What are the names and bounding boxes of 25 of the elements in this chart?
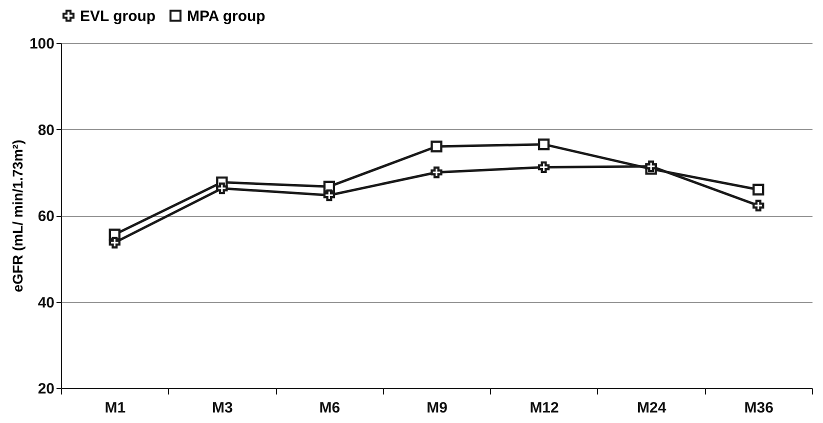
point: [538, 138, 550, 150]
point: [108, 236, 120, 249]
legend-label: MPA group: [187, 8, 266, 25]
point: [538, 161, 550, 174]
x-tick-label: M24: [636, 400, 667, 416]
y-axis-title: eGFR (mL/ min/1.73m²): [9, 140, 26, 292]
y-tick-label: 20: [38, 380, 54, 398]
y-tick-label: 80: [38, 122, 54, 139]
x-tick-label: M6: [319, 400, 340, 416]
y-tick-label: 60: [38, 208, 54, 225]
point: [216, 182, 228, 194]
point: [752, 200, 764, 212]
x-tick-label: M12: [530, 400, 559, 416]
x-tick-label: M9: [426, 400, 448, 416]
x-tick-label: M1: [104, 400, 126, 416]
point: [645, 160, 657, 172]
point: [752, 184, 764, 196]
y-tick-label: 40: [38, 294, 54, 312]
y-tick-label: 100: [29, 36, 54, 52]
point: [430, 140, 442, 152]
x-tick-label: M36: [744, 400, 774, 416]
legend-label: EVL group: [80, 8, 156, 25]
point: [323, 189, 336, 202]
x-tick-label: M3: [212, 400, 233, 416]
point: [430, 166, 442, 178]
